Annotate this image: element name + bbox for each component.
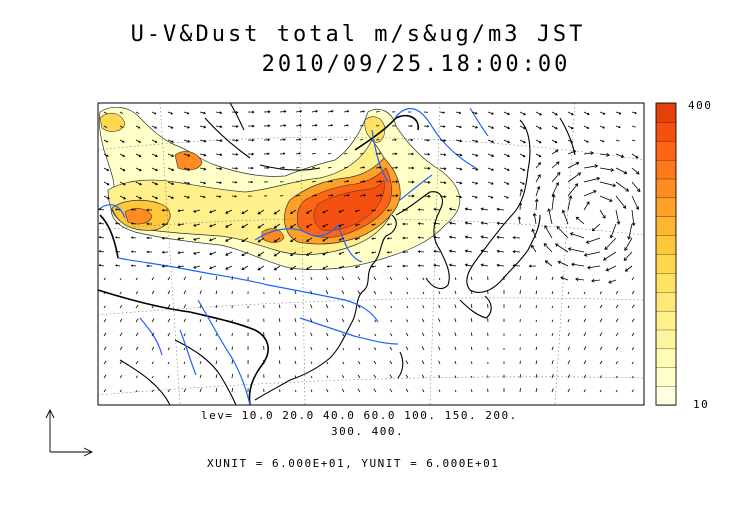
chart-title-line1: U-V&Dust total m/s&ug/m3 JST	[130, 22, 586, 47]
colorbar-segment	[655, 367, 677, 387]
colorbar-segment	[655, 348, 677, 368]
colorbar-segment	[655, 272, 677, 293]
colorbar-segment	[655, 310, 677, 331]
colorbar-frame	[655, 102, 677, 406]
colorbar-segment	[655, 102, 677, 123]
wind-vector-field	[98, 109, 641, 393]
colorbar-segment	[655, 140, 677, 161]
colorbar-segment	[655, 385, 677, 406]
colorbar-segment	[655, 216, 677, 236]
map-frame	[97, 102, 645, 406]
colorbar	[655, 102, 677, 406]
coastlines	[98, 103, 576, 405]
colorbar-segment	[655, 197, 677, 217]
colorbar-segment	[655, 329, 677, 350]
contour-levels-line1: lev= 10.0 20.0 40.0 60.0 100. 150. 200.	[201, 409, 518, 422]
rivers	[98, 107, 489, 405]
colorbar-segment	[655, 253, 677, 274]
colorbar-segment	[655, 291, 677, 312]
contour-levels-line2: 300. 400.	[331, 425, 405, 438]
chart-title-line2: 2010/09/25.18:00:00	[261, 52, 571, 77]
graticule-lines	[98, 103, 644, 405]
colorbar-min-label: 10	[693, 398, 710, 411]
colorbar-segment	[655, 234, 677, 255]
colorbar-segment	[655, 159, 677, 180]
wind-arrows	[98, 109, 641, 393]
colorbar-segment	[655, 121, 677, 142]
colorbar-max-label: 400	[688, 99, 713, 112]
colorbar-segment	[655, 178, 677, 199]
reference-vector	[45, 408, 94, 457]
unit-scale-label: XUNIT = 6.000E+01, YUNIT = 6.000E+01	[207, 457, 500, 470]
